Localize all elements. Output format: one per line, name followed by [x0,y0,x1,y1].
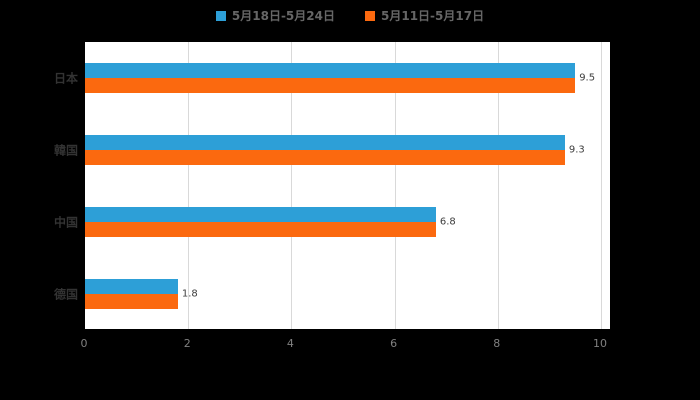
gridline [601,42,602,329]
tick-label: 6 [390,337,398,350]
bar-previous-week[interactable] [85,78,576,93]
tick-label: 10 [593,337,607,350]
legend-label-week-current: 5月18日-5月24日 [231,9,335,23]
y-axis-labels: 日本 韓国 中国 德国 [0,42,78,330]
category-label: 德国 [53,287,78,302]
legend-item-week-current[interactable]: 5月18日-5月24日 [215,7,335,24]
gridline [394,42,396,329]
legend-marker-orange [365,10,375,21]
category-label: 韓国 [53,143,78,158]
bar-current-week[interactable] [85,135,565,150]
tick-mark [393,330,395,334]
value-label: 9.5 [579,72,596,84]
value-label: 6.8 [439,216,456,228]
tick-mark [187,330,189,334]
tick-label: 8 [493,337,501,350]
tick-mark [496,330,498,334]
tick-label: 4 [286,337,294,350]
legend-label-week-previous: 5月11日-5月17日 [381,9,485,23]
bar-current-week[interactable] [85,207,436,222]
category-label: 日本 [53,71,78,86]
tick-label: 0 [80,337,88,350]
plot-area: 9.5 9.3 6.8 1.8 [84,42,610,330]
legend: 5月18日-5月24日 5月11日-5月17日 [0,7,700,24]
gridline [291,42,293,329]
tick-mark [84,330,85,334]
category-label: 中国 [53,215,78,230]
x-axis: 0 2 4 6 8 10 [80,330,610,354]
value-label: 1.8 [181,288,198,300]
tick-mark [290,330,292,334]
bar-previous-week[interactable] [85,150,565,165]
legend-marker-blue [215,10,226,21]
gridline [497,42,499,329]
bar-previous-week[interactable] [85,294,178,309]
bar-current-week[interactable] [85,63,576,78]
bar-current-week[interactable] [85,279,178,294]
value-label: 9.3 [568,144,585,156]
gridline [188,42,190,329]
bar-previous-week[interactable] [85,222,436,237]
tick-label: 2 [183,337,191,350]
tick-mark [600,330,601,334]
legend-item-week-previous[interactable]: 5月11日-5月17日 [365,7,484,24]
